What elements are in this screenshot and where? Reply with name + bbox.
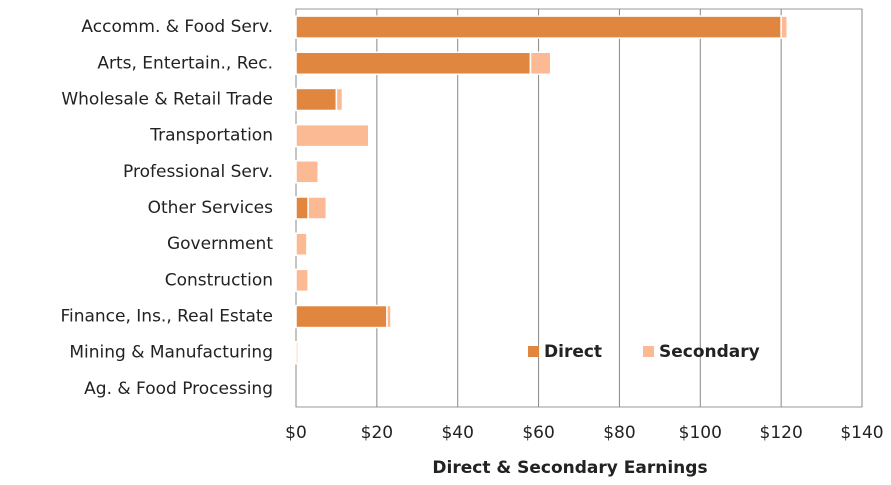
bar-segment [295,87,338,112]
bar-segment [295,15,782,39]
legend-label: Direct [544,342,602,362]
bar-segment [386,304,392,329]
y-tick-label: Arts, Entertain., Rec. [97,53,273,73]
legend-swatch [528,346,539,357]
bar-segment [295,340,299,365]
x-tick-label: $100 [679,423,722,443]
bar-segment [295,196,309,220]
y-tick-label: Professional Serv. [123,162,273,182]
bar-segment [295,51,532,76]
y-tick-label: Accomm. & Food Serv. [81,17,273,37]
x-tick-label: $20 [361,423,393,443]
bar-segment [295,232,308,256]
bar-segment [295,304,388,329]
bar-segment [780,15,788,39]
bar-segment [335,87,344,112]
legend-label: Secondary [659,342,760,362]
x-axis-label: Direct & Secondary Earnings [432,458,707,478]
legend-swatch [643,346,654,357]
x-tick-label: $40 [441,423,473,443]
x-tick-label: $120 [760,423,803,443]
y-tick-label: Construction [165,270,273,290]
bar-segment [295,268,309,293]
x-tick-label: $80 [603,423,635,443]
y-tick-label: Other Services [148,198,274,218]
y-tick-label: Mining & Manufacturing [69,343,273,363]
x-tick-label: $60 [522,423,554,443]
bar-segment [295,160,319,184]
bar-segment [529,51,552,76]
y-tick-label: Ag. & Food Processing [84,379,273,399]
bar-segment [307,196,328,220]
y-tick-label: Government [167,234,273,254]
y-tick-label: Transportation [149,126,273,146]
y-tick-label: Wholesale & Retail Trade [61,89,273,109]
x-tick-label: $0 [285,423,307,443]
y-tick-label: Finance, Ins., Real Estate [60,307,273,327]
bar-segment [295,123,370,148]
x-tick-label: $140 [840,423,883,443]
